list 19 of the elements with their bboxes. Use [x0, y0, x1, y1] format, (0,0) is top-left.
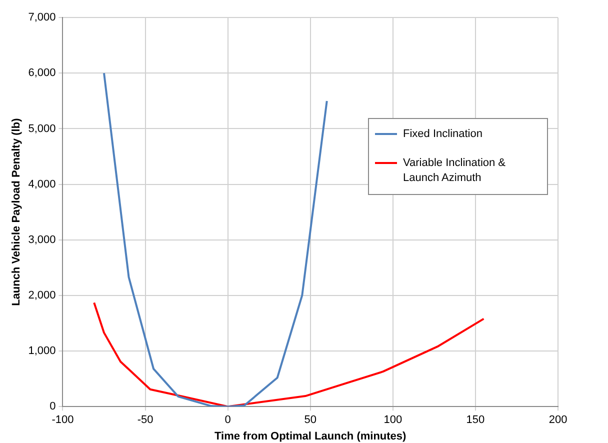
y-tick-label: 7,000 [28, 12, 56, 24]
x-tick-label: 50 [304, 414, 316, 426]
x-tick-label: 100 [384, 414, 402, 426]
x-tick-label: -100 [52, 414, 74, 426]
legend-label: Variable Inclination & Launch Azimuth [403, 156, 507, 186]
y-tick-label: 6,000 [28, 67, 56, 80]
y-tick-label: 1,000 [28, 345, 56, 358]
legend-label: Fixed Inclination [403, 126, 482, 142]
y-tick-label: 0 [50, 400, 56, 413]
x-tick-label: 200 [548, 414, 568, 426]
y-axis-title: Launch Vehicle Payload Penalty (lb) [10, 118, 23, 306]
x-tick-label: 0 [224, 414, 231, 426]
x-axis-title: Time from Optimal Launch (minutes) [214, 430, 407, 442]
x-tick-label: -50 [137, 414, 154, 426]
x-tick-label: 150 [466, 414, 485, 426]
y-tick-label: 4,000 [28, 178, 56, 190]
y-tick-label: 2,000 [28, 289, 56, 302]
y-tick-label: 3,000 [28, 234, 56, 246]
y-tick-label: 5,000 [28, 122, 56, 135]
